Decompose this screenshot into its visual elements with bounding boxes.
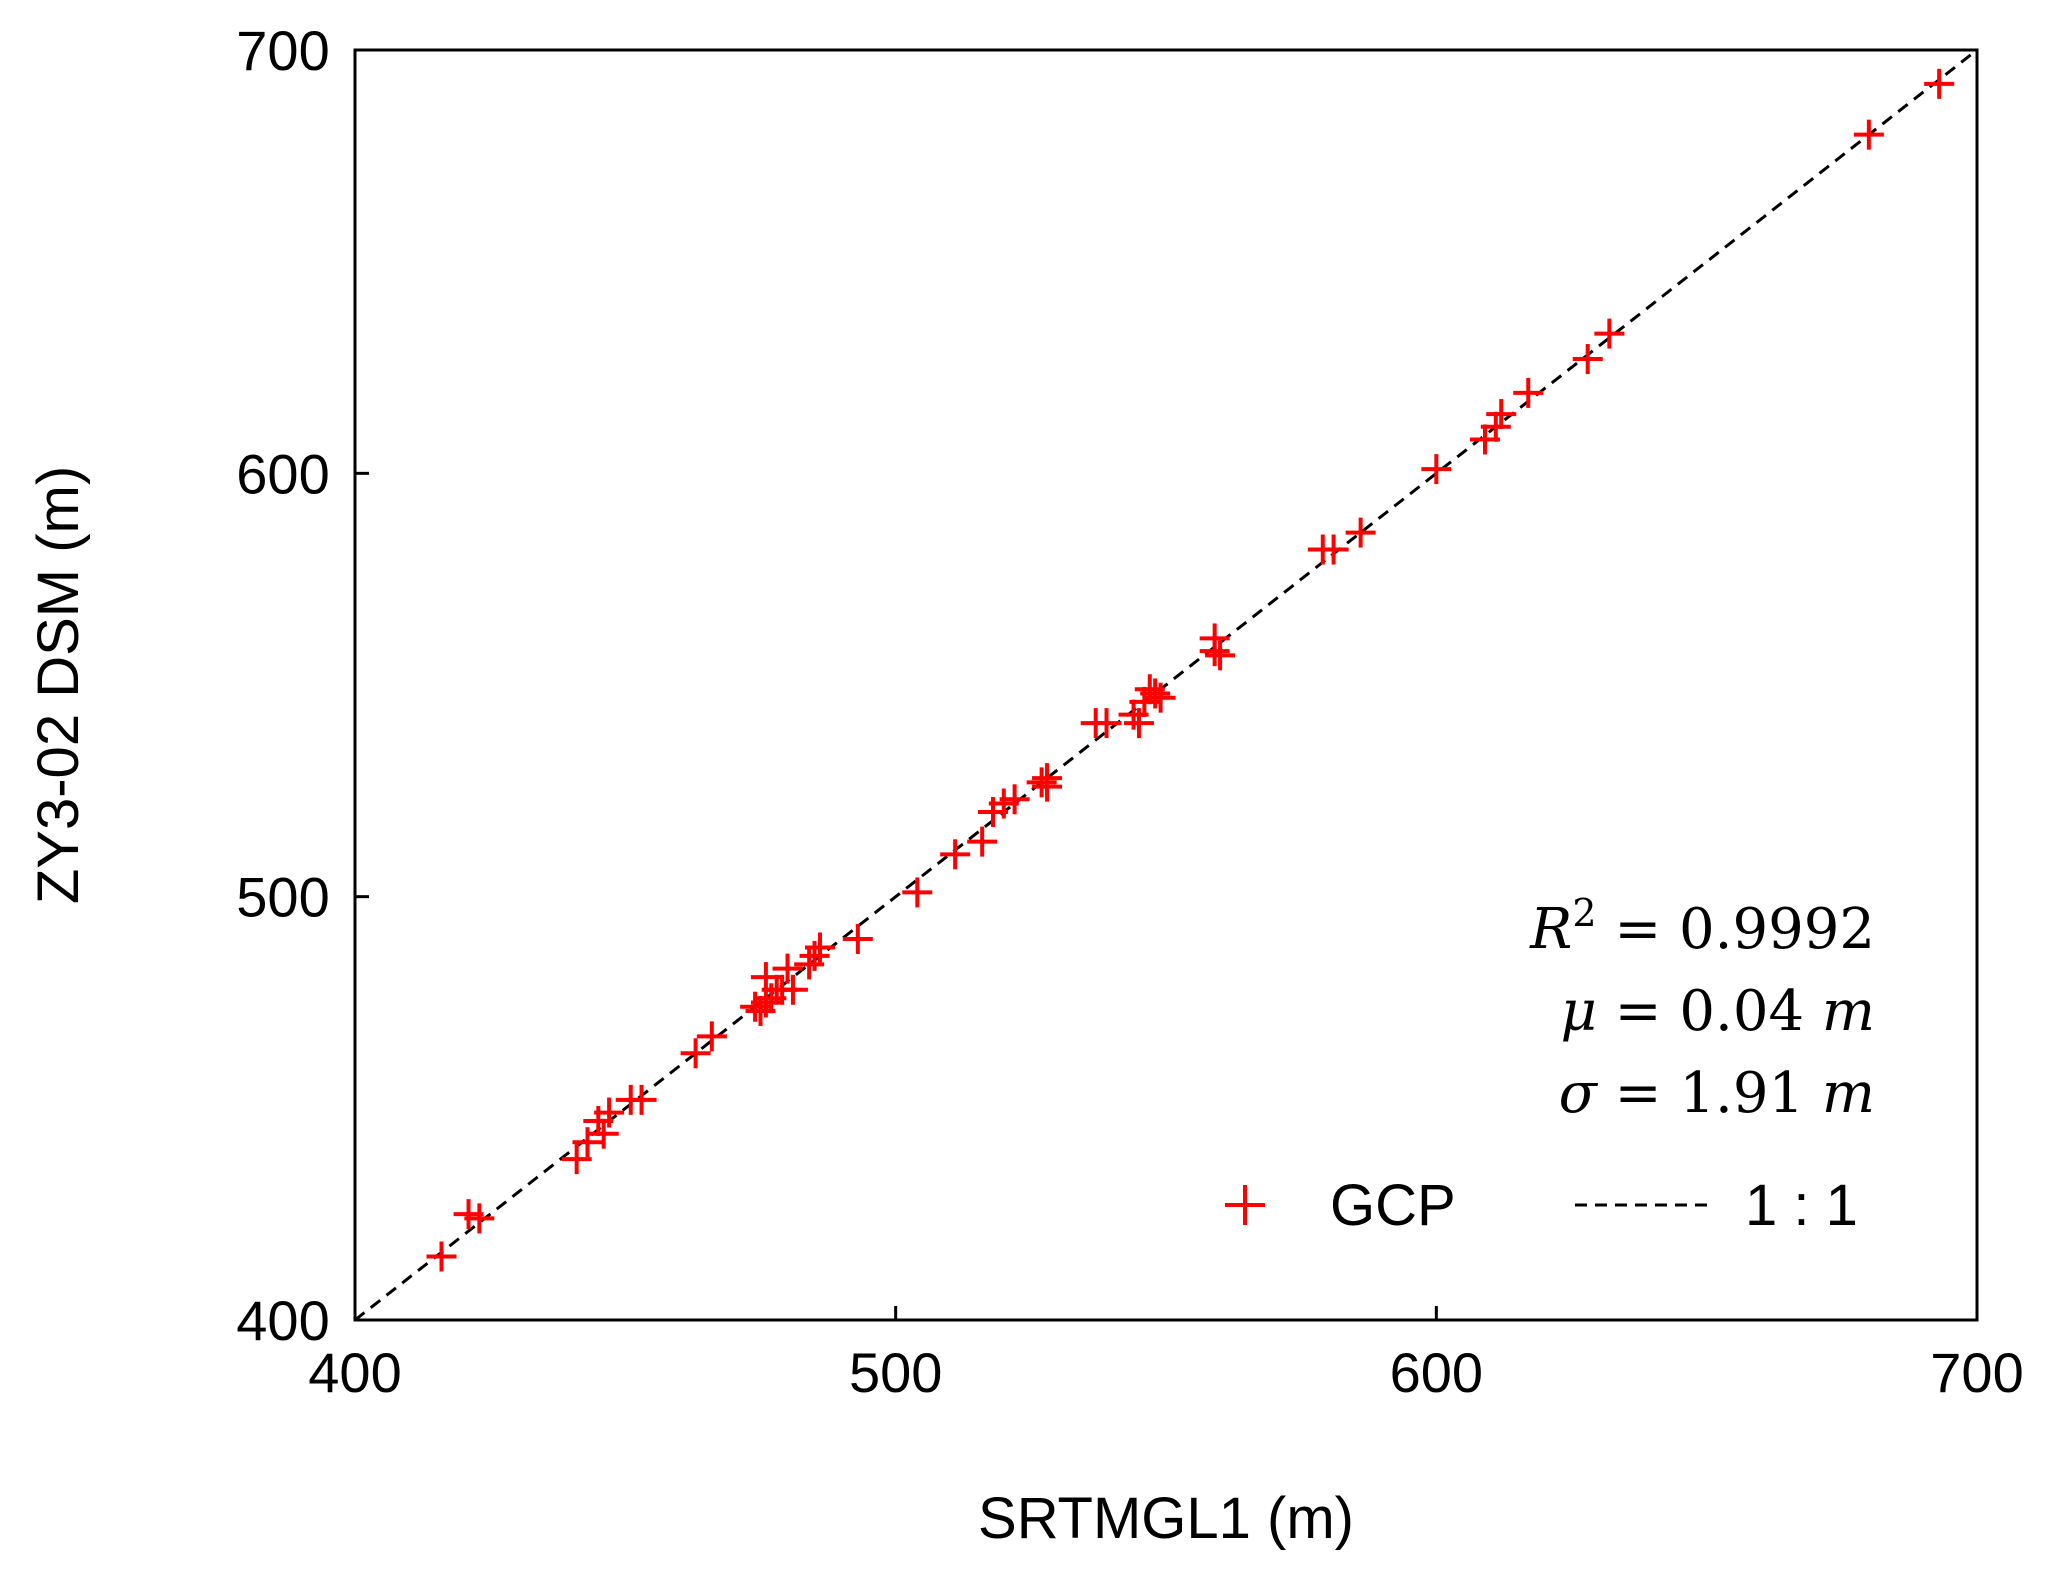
std-annotation: σ = 1.91 m	[1559, 1061, 1875, 1126]
gcp-point	[680, 1038, 711, 1069]
gcp-point	[999, 784, 1030, 815]
gcp-point	[777, 974, 808, 1005]
gcp-point	[1091, 708, 1122, 739]
x-axis-ticks: 400 500 600 700	[308, 1306, 2024, 1404]
gcp-point	[1140, 678, 1171, 709]
gcp-point	[626, 1084, 657, 1115]
gcp-point	[1594, 318, 1625, 349]
x-tick-label: 700	[1930, 1341, 2023, 1404]
gcp-point	[594, 1097, 625, 1128]
r-squared-annotation: R2 = 0.9992	[1529, 891, 1875, 962]
gcp-point	[1026, 767, 1057, 798]
gcp-point	[940, 839, 971, 870]
y-tick-label: 600	[236, 442, 329, 505]
gcp-point	[1032, 771, 1063, 802]
gcp-point	[1924, 68, 1955, 99]
gcp-point	[561, 1144, 592, 1175]
x-axis-label: SRTMGL1 (m)	[978, 1486, 1354, 1551]
gcp-point	[772, 953, 803, 984]
gcp-point	[588, 1118, 619, 1149]
x-tick-label: 500	[849, 1341, 942, 1404]
gcp-point	[1205, 640, 1236, 671]
gcp-point	[967, 826, 998, 857]
gcp-point	[426, 1241, 457, 1272]
legend-gcp-label: GCP	[1330, 1173, 1456, 1238]
gcp-point	[842, 924, 873, 954]
gcp-point	[1345, 517, 1376, 548]
gcp-point	[1421, 454, 1452, 485]
y-axis-ticks: 400 500 600 700	[236, 19, 369, 1352]
gcp-point	[464, 1203, 495, 1234]
gcp-point	[804, 932, 835, 963]
gcp-point	[1486, 399, 1517, 430]
gcp-point	[1513, 377, 1544, 408]
gcp-markers	[426, 68, 1955, 1272]
gcp-point	[1480, 411, 1511, 442]
gcp-point	[1123, 708, 1154, 739]
gcp-point	[799, 940, 830, 971]
gcp-point	[572, 1127, 603, 1158]
one-to-one-line	[354, 48, 1978, 1322]
gcp-point	[902, 877, 933, 908]
y-tick-label: 500	[236, 866, 329, 929]
gcp-point	[1572, 344, 1603, 375]
gcp-point	[1318, 534, 1349, 565]
x-tick-label: 600	[1390, 1341, 1483, 1404]
mean-annotation: μ = 0.04 m	[1560, 979, 1875, 1044]
legend: GCP 1 : 1	[1225, 1173, 1858, 1238]
gcp-point	[1145, 682, 1176, 713]
y-tick-label: 400	[236, 1289, 329, 1352]
legend-one-to-one-label: 1 : 1	[1745, 1173, 1858, 1238]
gcp-point	[1199, 636, 1230, 667]
legend-gcp-marker	[1225, 1185, 1265, 1225]
gcp-point	[696, 1021, 727, 1052]
x-tick-label: 400	[308, 1341, 401, 1404]
plot-frame	[353, 48, 1979, 1322]
gcp-point	[1853, 119, 1884, 150]
y-axis-label: ZY3-02 DSM (m)	[26, 466, 91, 904]
y-tick-label: 700	[236, 19, 329, 82]
